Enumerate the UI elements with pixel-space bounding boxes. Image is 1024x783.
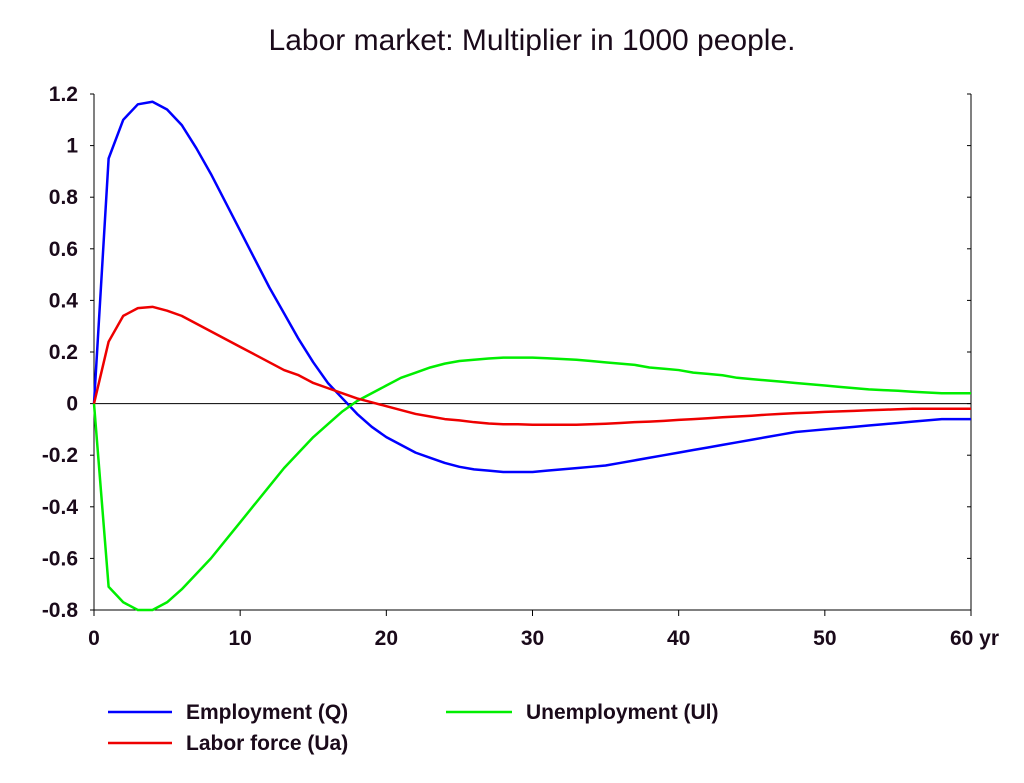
x-tick-label: 10 (228, 627, 251, 650)
x-tick-label: 30 (521, 627, 544, 650)
series-line-employment-q (92, 100, 971, 474)
y-tick-label: 0.6 (49, 238, 78, 261)
series-line-unemployment-ul (92, 356, 971, 612)
y-tick-label: 0.4 (49, 289, 79, 312)
y-tick-label: 0.8 (49, 186, 79, 209)
y-tick-label: -0.4 (42, 496, 79, 519)
x-tick-label: 50 (813, 627, 836, 650)
x-tick-label: 20 (375, 627, 398, 650)
y-tick-label: 1 (66, 135, 78, 158)
y-tick-label: 0 (66, 393, 78, 416)
x-tick-label: 0 (88, 627, 100, 650)
legend-label: Labor force (Ua) (186, 732, 348, 755)
plot-axes: 1.2 1 0.8 0.6 0.4 0.2 0 -0.2 -0.4 -0.6 -0.8 0 10 20 30… (42, 83, 999, 650)
legend-item: Labor force (Ua) (108, 732, 348, 755)
x-tick-label: 60 yr (950, 627, 999, 650)
y-tick-label: 1.2 (49, 83, 78, 106)
legend-label: Unemployment (Ul) (526, 701, 719, 724)
chart-title: Labor market: Multiplier in 1000 people. (269, 24, 796, 57)
y-tick-label: 0.2 (49, 341, 78, 364)
legend-label: Employment (Q) (186, 701, 348, 724)
y-tick-label: -0.6 (42, 547, 78, 570)
y-tick-label: -0.8 (42, 599, 79, 622)
y-tick-label: -0.2 (42, 444, 78, 467)
series-line-labor-force-ua (92, 305, 971, 427)
legend-item: Employment (Q) (108, 701, 348, 724)
legend: Employment (Q) Unemployment (Ul) Labor for… (108, 701, 719, 755)
legend-item: Unemployment (Ul) (446, 701, 719, 724)
x-tick-label: 40 (667, 627, 690, 650)
series-layer (92, 100, 971, 612)
